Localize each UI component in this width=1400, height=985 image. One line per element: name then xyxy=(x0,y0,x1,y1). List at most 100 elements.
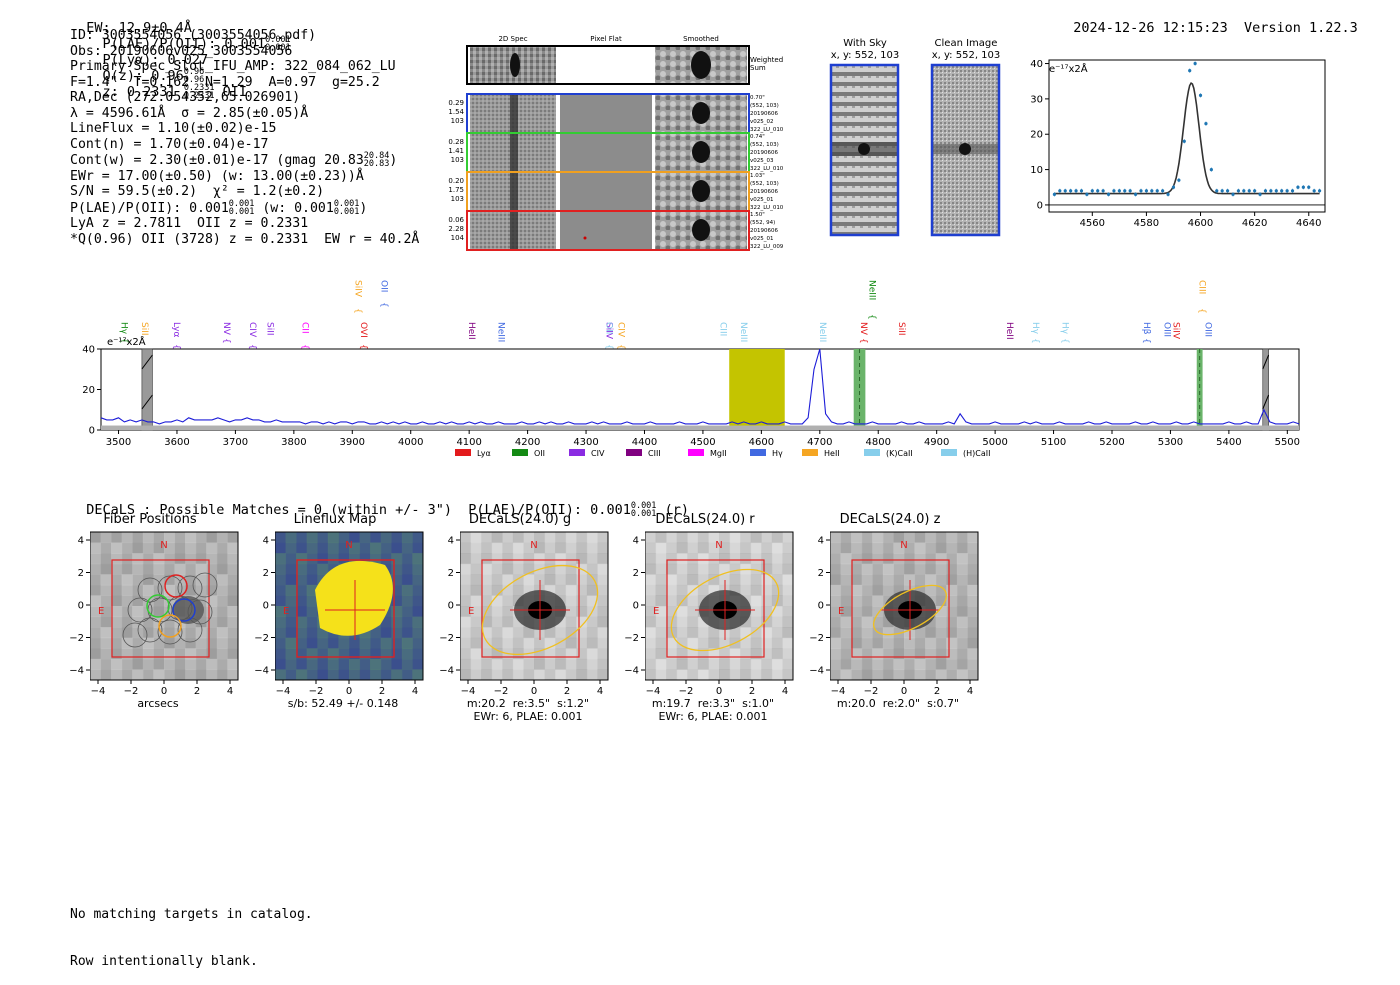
panel-pixel xyxy=(164,542,176,554)
panel-pixel xyxy=(195,563,207,575)
panel-pixel xyxy=(523,584,535,596)
panel-pixel xyxy=(782,542,794,554)
panel-pixel xyxy=(174,658,186,670)
panel-pixel xyxy=(771,553,783,565)
panel-pixel xyxy=(401,637,413,649)
panel-pixel xyxy=(153,669,165,681)
spectrum-ytick-label: 20 xyxy=(82,385,95,396)
panel-pixel xyxy=(544,532,556,544)
panel-pixel xyxy=(925,532,937,544)
spectrum-line-label: OIII xyxy=(1203,322,1213,337)
panel-pixel xyxy=(697,553,709,565)
panel-pixel xyxy=(460,606,472,618)
panel-pixel xyxy=(851,584,863,596)
panel-xtick-label: 2 xyxy=(379,686,385,697)
panel-pixel xyxy=(111,553,123,565)
panel-pixel xyxy=(227,627,239,639)
panel-pixel xyxy=(90,606,102,618)
panel-pixel xyxy=(750,574,762,586)
panel-pixel xyxy=(391,627,403,639)
panel-pixel xyxy=(370,648,382,660)
panel-yaxis: 4 2 0 −2 −4 xyxy=(624,536,645,677)
panel-pixel xyxy=(227,574,239,586)
panel-pixel xyxy=(645,553,657,565)
fiber-green xyxy=(146,594,170,618)
panel-xtick-label: −4 xyxy=(646,686,661,697)
panel-title: DECaLS(24.0) z xyxy=(839,512,941,527)
panel-pixel xyxy=(645,637,657,649)
row-left-stat: 103 xyxy=(451,117,464,125)
panel-pixel xyxy=(132,669,144,681)
panel-pixel xyxy=(967,648,979,660)
header-z-sub: 0.2331 xyxy=(183,91,215,101)
fit-data-point xyxy=(1106,192,1111,196)
panel-pixel xyxy=(576,542,588,554)
panel-pixel xyxy=(534,658,546,670)
spectrum-line-label: SiIV xyxy=(352,280,362,298)
panel-pixel xyxy=(206,595,218,607)
panel-pixel xyxy=(729,658,741,670)
panel-pixel xyxy=(597,658,609,670)
fit-ylabel: e⁻¹⁷x2Å xyxy=(1049,62,1088,75)
info-plae-text: P(LAE)/P(OII): 0.001 xyxy=(70,200,229,216)
panel-pixel xyxy=(306,584,318,596)
panel-pixel xyxy=(164,627,176,639)
panel-pixel xyxy=(956,658,968,670)
panel-pixel xyxy=(164,616,176,628)
spectrum-line-brace: { xyxy=(119,338,129,344)
panel-pixel xyxy=(946,584,958,596)
panel-pixel xyxy=(317,658,329,670)
panel-pixel xyxy=(185,658,197,670)
panel-pixel xyxy=(153,595,165,607)
panel-pixel xyxy=(565,637,577,649)
row-left-stat: 0.20 xyxy=(448,177,464,185)
panel-pixel xyxy=(740,574,752,586)
panel-pixel xyxy=(740,532,752,544)
panel-pixel xyxy=(153,542,165,554)
panel-yaxis: 4 2 0 −2 −4 xyxy=(254,536,275,677)
panel-pixel xyxy=(666,532,678,544)
panel-pixel xyxy=(206,627,218,639)
panel-pixel xyxy=(460,553,472,565)
row-right-info: 0.70" xyxy=(750,95,765,101)
panel-pixel xyxy=(296,553,308,565)
panel-pixel xyxy=(687,669,699,681)
panel-xtick-label: 0 xyxy=(346,686,352,697)
legend-label: (K)CaII xyxy=(886,449,913,458)
panel-pixel xyxy=(740,658,752,670)
panel-pixel xyxy=(523,563,535,575)
panel-pixel xyxy=(206,553,218,565)
panel-pixel xyxy=(708,584,720,596)
panel-title: DECaLS(24.0) r xyxy=(655,512,755,527)
panel-pixel xyxy=(195,658,207,670)
panel-pixel xyxy=(708,553,720,565)
panel-pixel xyxy=(761,574,773,586)
panel-pixel xyxy=(502,616,514,628)
spectrum-xtick-label: 4000 xyxy=(398,437,423,448)
panel-pixel xyxy=(782,637,794,649)
panel-pixel xyxy=(872,595,884,607)
panel-pixel xyxy=(708,627,720,639)
panel-pixel xyxy=(893,648,905,660)
panel-pixel xyxy=(956,637,968,649)
fiber-circle xyxy=(157,619,183,645)
spectrum-mask-hatch xyxy=(141,354,153,370)
panel-pixel xyxy=(861,542,873,554)
spectrum-xtick-label: 4100 xyxy=(456,437,481,448)
panel-image: N E −4 −2 0 2 4 xyxy=(645,531,794,697)
info-plae-sub: 0.001 xyxy=(228,206,255,217)
panel-pixel xyxy=(100,637,112,649)
panel-pixel xyxy=(666,637,678,649)
panel-pixel xyxy=(391,658,403,670)
line-fit-chart: e⁻¹⁷x2Å 4560 4580 4600 4620 4640 0 10 20 30 40 xyxy=(1030,59,1326,229)
panel-pixel xyxy=(771,574,783,586)
panel-pixel xyxy=(872,574,884,586)
fit-data-point xyxy=(1317,189,1322,193)
panel-pixel xyxy=(370,553,382,565)
panel-pixel xyxy=(481,574,493,586)
panel-pixel xyxy=(544,553,556,565)
panel-pixel xyxy=(153,627,165,639)
panel-pixel xyxy=(851,648,863,660)
panel-pixel xyxy=(882,669,894,681)
panel-pixel xyxy=(470,637,482,649)
